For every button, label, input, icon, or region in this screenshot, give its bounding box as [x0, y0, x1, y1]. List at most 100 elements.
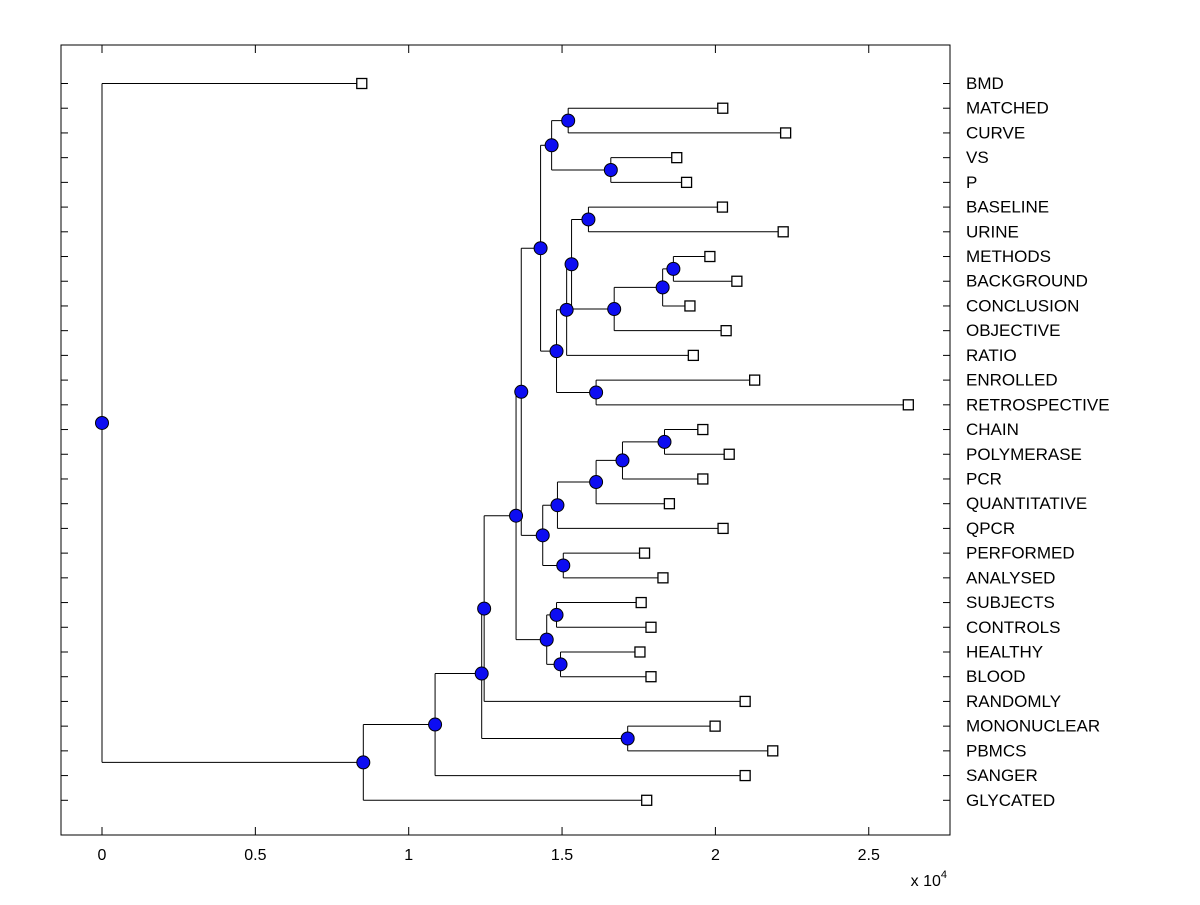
- leaf-label: VS: [966, 148, 989, 167]
- leaf-label: QUANTITATIVE: [966, 494, 1087, 513]
- x-tick-label: 0: [98, 847, 107, 864]
- x-axis-scale-label: x 104: [911, 869, 947, 890]
- leaf-label: URINE: [966, 222, 1019, 241]
- branch-node-marker: [428, 717, 443, 732]
- leaf-label: MATCHED: [966, 99, 1049, 118]
- leaf-label: P: [966, 173, 977, 192]
- leaf-marker: [356, 77, 368, 90]
- branch-node-marker: [564, 257, 579, 272]
- leaf-label: RANDOMLY: [966, 692, 1061, 711]
- leaf-marker: [739, 769, 751, 782]
- leaf-label: HEALTHY: [966, 642, 1043, 661]
- leaf-label: SANGER: [966, 766, 1038, 785]
- leaf-marker: [749, 374, 761, 386]
- leaf-label: CHAIN: [966, 420, 1019, 439]
- leaf-marker: [638, 547, 651, 559]
- branch-node-marker: [553, 657, 568, 672]
- branch-node-marker: [533, 241, 548, 256]
- leaf-marker: [635, 596, 647, 609]
- leaf-label: BLOOD: [966, 667, 1026, 686]
- leaf-marker: [720, 325, 732, 337]
- leaf-marker: [709, 720, 721, 732]
- branch-node-marker: [657, 434, 672, 449]
- branch-node-marker: [666, 261, 681, 276]
- leaf-label: RETROSPECTIVE: [966, 395, 1110, 414]
- leaf-label: BASELINE: [966, 198, 1049, 217]
- leaf-marker: [723, 448, 735, 460]
- markers-layer: [95, 77, 914, 806]
- branch-node-marker: [544, 138, 559, 153]
- leaf-label: MONONUCLEAR: [966, 717, 1100, 736]
- leaf-marker: [645, 621, 657, 633]
- leaf-marker: [731, 275, 743, 287]
- leaf-label: GLYCATED: [966, 791, 1055, 810]
- leaf-marker: [657, 572, 669, 584]
- labels-layer: 0 0.5 1 1.5 2 2.5 x 104 BMD MATCHED CURVE VS P BASEL…: [98, 74, 1110, 890]
- leaf-marker: [739, 695, 751, 708]
- branch-node-marker: [603, 163, 618, 178]
- branch-node-marker: [514, 384, 529, 399]
- leaf-marker: [704, 250, 716, 263]
- leaf-marker: [634, 646, 646, 658]
- branch-node-marker: [356, 755, 371, 770]
- x-tick-label: 0.5: [244, 847, 266, 864]
- branch-node-marker: [477, 601, 492, 616]
- leaf-label: QPCR: [966, 519, 1015, 538]
- leaf-label: CURVE: [966, 123, 1025, 142]
- leaf-marker: [902, 399, 914, 411]
- branch-node-marker: [581, 212, 596, 227]
- leaf-marker: [671, 152, 683, 164]
- branch-node-marker: [556, 558, 571, 573]
- leaf-label: RATIO: [966, 346, 1017, 365]
- leaf-label: PBMCS: [966, 741, 1026, 760]
- leaf-label: POLYMERASE: [966, 445, 1082, 464]
- leaf-marker: [717, 102, 729, 114]
- x-tick-label: 1: [404, 847, 413, 864]
- branch-node-marker: [655, 280, 670, 295]
- leaf-marker: [645, 671, 657, 683]
- leaf-label: BACKGROUND: [966, 272, 1088, 291]
- x-tick-label: 2: [711, 847, 720, 864]
- branch-node-marker: [589, 385, 604, 400]
- leaf-marker: [717, 522, 729, 535]
- branch-node-marker: [549, 607, 564, 622]
- branch-node-marker: [615, 453, 630, 468]
- leaf-label: BMD: [966, 74, 1004, 93]
- leaf-marker: [684, 300, 696, 312]
- plot-box: [60, 44, 951, 836]
- leaf-marker: [663, 498, 676, 510]
- branch-node-marker: [589, 475, 604, 490]
- leaf-marker: [697, 473, 709, 485]
- leaf-label: SUBJECTS: [966, 593, 1055, 612]
- x-tick-label: 2.5: [858, 847, 880, 864]
- branch-node-marker: [607, 302, 622, 317]
- branch-node-marker: [559, 302, 574, 317]
- leaf-marker: [779, 127, 792, 139]
- branch-node-marker: [535, 528, 550, 543]
- leaf-label: CONCLUSION: [966, 296, 1079, 315]
- leaf-label: ANALYSED: [966, 568, 1055, 587]
- leaf-label: CONTROLS: [966, 618, 1060, 637]
- leaf-marker: [777, 226, 789, 238]
- branch-node-marker: [620, 731, 635, 746]
- leaf-marker: [641, 794, 653, 806]
- x-tick-label: 1.5: [551, 847, 573, 864]
- branch-node-marker: [550, 498, 565, 513]
- leaf-marker: [767, 745, 779, 757]
- leaf-marker: [716, 201, 729, 213]
- branch-node-marker: [474, 666, 489, 681]
- branch-node-marker: [561, 113, 576, 128]
- leaf-label: OBJECTIVE: [966, 321, 1060, 340]
- leaf-label: METHODS: [966, 247, 1051, 266]
- leaf-marker: [680, 176, 693, 189]
- axes-layer: [60, 44, 951, 836]
- leaf-label: PCR: [966, 469, 1002, 488]
- branch-node-marker: [539, 632, 554, 647]
- branch-node-marker: [95, 415, 109, 430]
- leaf-label: ENROLLED: [966, 371, 1058, 390]
- branch-node-marker: [549, 344, 564, 359]
- leaf-marker: [687, 349, 699, 362]
- leaf-marker: [697, 423, 709, 436]
